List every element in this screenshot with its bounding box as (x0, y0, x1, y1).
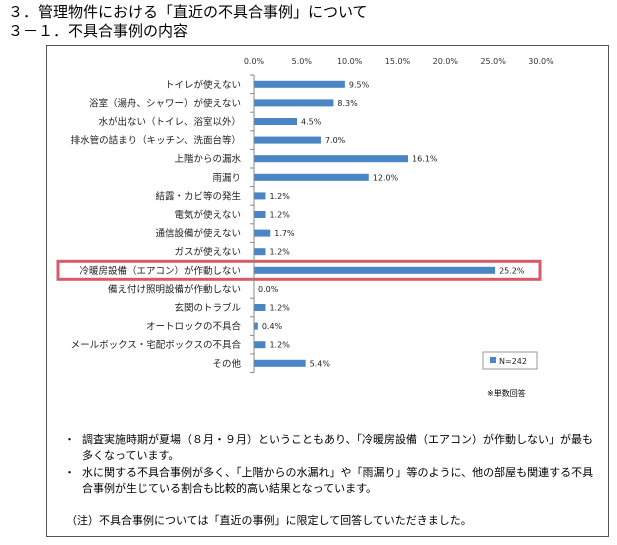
category-label: 水が出ない（トイレ、浴室以外） (98, 116, 241, 128)
bar (254, 304, 266, 311)
category-label: その他 (212, 358, 241, 370)
section-heading: ３．管理物件における「直近の不具合事例」について (8, 3, 368, 21)
x-tick-label: 5.0% (292, 57, 313, 66)
bar (254, 359, 306, 367)
highlight-box (56, 259, 542, 281)
bar (254, 266, 496, 274)
category-label: ガスが使えない (174, 246, 241, 258)
bar (254, 192, 266, 200)
value-label: 7.0% (325, 136, 346, 145)
x-tick-label: 15.0% (385, 57, 411, 66)
category-label: 雨漏り (212, 172, 241, 184)
value-label: 25.2% (499, 266, 525, 275)
bar-chart: 0.0% 5.0% 10.0% 15.0% 20.0% 25.0% 30.0% トイレが使えな… (56, 57, 554, 374)
value-label: 16.1% (412, 155, 438, 164)
bar (254, 211, 266, 218)
footnote: （注）不具合事例については「直近の事例」に限定して回答していただきました。 (66, 514, 472, 527)
summary-bullets: ・ 調査実施時期が夏場（８月・９月）ということもあり、「冷暖房設備（エアコン）が… (60, 432, 600, 498)
bullet-marker: ・ (64, 433, 75, 446)
bullet-text: 水に関する不具合事例が多く、「上階からの水漏れ」や「雨漏り」等のように、他の部屋… (82, 466, 594, 495)
single-answer-note: ※単数回答 (487, 389, 526, 398)
category-label: 電気が使えない (174, 209, 241, 221)
value-label: 12.0% (373, 173, 399, 182)
value-label: 1.2% (269, 341, 290, 350)
category-label: 浴室（湯舟、シャワー）が使えない (89, 97, 241, 109)
value-label: 1.2% (269, 304, 290, 313)
legend-swatch (490, 357, 496, 363)
summary-bullet: ・ 水に関する不具合事例が多く、「上階からの水漏れ」や「雨漏り」等のように、他の… (60, 465, 600, 497)
bar (254, 136, 321, 144)
category-label: 結露・カビ等の発生 (155, 190, 241, 202)
bar (254, 248, 266, 256)
category-label: 備え付け照明設備が作動しない (108, 283, 241, 295)
bar (254, 173, 369, 181)
category-label: オートロックの不具合 (146, 321, 242, 333)
bar (254, 155, 409, 163)
value-label: 9.5% (349, 80, 370, 89)
category-label: 冷暖房設備（エアコン）が作動しない (79, 265, 241, 277)
value-label: 1.2% (269, 192, 290, 201)
chart-frame (46, 45, 609, 537)
subsection-heading: ３－１．不具合事例の内容 (8, 22, 189, 40)
category-label: 上階からの漏水 (174, 153, 241, 165)
value-label: 1.2% (269, 211, 290, 220)
x-tick-label: 10.0% (337, 57, 363, 66)
value-label: 5.4% (310, 359, 331, 368)
category-label: 通信設備が使えない (155, 228, 241, 240)
value-label: 1.2% (269, 248, 290, 257)
bar (254, 229, 271, 237)
bar (254, 99, 334, 107)
legend-box (482, 351, 538, 370)
summary-bullet: ・ 調査実施時期が夏場（８月・９月）ということもあり、「冷暖房設備（エアコン）が… (60, 432, 600, 464)
category-label: 玄関のトラブル (174, 302, 241, 314)
legend-label: N=242 (499, 357, 527, 366)
category-label: 排水管の詰まり（キッチン、洗面台等） (71, 135, 241, 147)
x-tick-label: 20.0% (433, 57, 459, 66)
bar (254, 80, 345, 88)
value-label: 8.3% (337, 99, 358, 108)
category-label: トイレが使えない (165, 79, 241, 91)
x-tick-label: 25.0% (480, 57, 506, 66)
value-label: 4.5% (301, 118, 322, 127)
bullet-marker: ・ (64, 466, 75, 479)
x-tick-label: 0.0% (244, 57, 265, 66)
value-label: 0.4% (262, 322, 283, 331)
bar (254, 322, 258, 330)
category-label: メールボックス・宅配ボックスの不具合 (71, 339, 242, 351)
x-tick-label: 30.0% (528, 57, 554, 66)
value-label: 0.0% (258, 285, 279, 294)
bullet-text: 調査実施時期が夏場（８月・９月）ということもあり、「冷暖房設備（エアコン）が作動… (82, 433, 594, 462)
value-label: 1.7% (274, 229, 295, 238)
bar (254, 341, 266, 349)
bar (254, 118, 298, 125)
